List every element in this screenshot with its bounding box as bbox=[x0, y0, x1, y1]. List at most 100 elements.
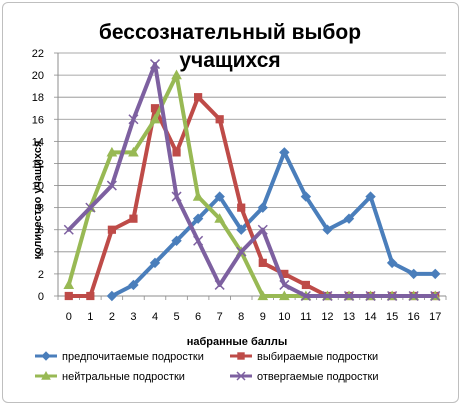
x-tick-label: 14 bbox=[364, 311, 376, 323]
chart-title-line2: учащихся bbox=[179, 49, 280, 72]
y-tick-label: 12 bbox=[32, 158, 44, 170]
x-axis-label: набранные баллы bbox=[187, 336, 288, 348]
series-line bbox=[109, 150, 438, 298]
x-tick-label: 2 bbox=[109, 311, 115, 323]
x-tick-label: 5 bbox=[173, 311, 179, 323]
y-tick-label: 8 bbox=[38, 203, 44, 215]
data-point bbox=[192, 191, 204, 201]
data-point bbox=[257, 202, 268, 213]
y-tick-label: 14 bbox=[32, 136, 44, 148]
data-point bbox=[430, 290, 441, 302]
data-point bbox=[236, 246, 247, 257]
data-point bbox=[301, 280, 310, 290]
data-point bbox=[63, 224, 74, 235]
legend-marker bbox=[237, 352, 245, 360]
series-line bbox=[66, 95, 438, 298]
chart-title-line1: бессознательный выбор bbox=[99, 21, 361, 44]
series-3 bbox=[63, 69, 441, 301]
data-point bbox=[408, 290, 419, 302]
x-tick-label: 4 bbox=[152, 311, 158, 323]
legend-label: предпочитаемые подростки bbox=[62, 351, 204, 363]
data-point bbox=[149, 257, 161, 269]
data-point bbox=[215, 115, 224, 124]
data-point bbox=[86, 291, 95, 301]
series-1 bbox=[106, 147, 441, 302]
data-point bbox=[194, 93, 203, 102]
data-point bbox=[430, 268, 441, 280]
data-point bbox=[171, 235, 182, 246]
x-tick-label: 8 bbox=[238, 311, 244, 323]
legend-entry: нейтральные подростки bbox=[35, 370, 185, 383]
data-point bbox=[214, 279, 225, 290]
x-tick-label: 10 bbox=[278, 311, 290, 323]
y-tick-label: 6 bbox=[38, 225, 44, 237]
data-point bbox=[128, 114, 139, 125]
data-point bbox=[192, 213, 204, 224]
legend-label: нейтральные подростки bbox=[62, 371, 185, 383]
legend-marker bbox=[41, 351, 51, 361]
x-tick-label: 7 bbox=[217, 311, 223, 323]
legend-entry: выбираемые подростки bbox=[230, 351, 378, 363]
y-tick-label: 20 bbox=[32, 70, 44, 82]
data-point bbox=[214, 213, 226, 223]
data-point bbox=[63, 279, 75, 290]
y-tick-label: 22 bbox=[32, 48, 44, 60]
x-tick-label: 15 bbox=[386, 311, 398, 323]
data-point bbox=[365, 290, 376, 302]
series-line bbox=[66, 62, 438, 298]
data-point bbox=[386, 257, 398, 269]
x-tick-label: 17 bbox=[429, 311, 441, 323]
data-point bbox=[106, 146, 118, 157]
x-tick-label: 12 bbox=[321, 311, 333, 323]
x-tick-label: 6 bbox=[195, 311, 201, 323]
legend-entry: отвергаемые подростки bbox=[230, 371, 379, 383]
data-point bbox=[279, 279, 290, 290]
y-tick-label: 18 bbox=[32, 92, 44, 104]
data-point bbox=[257, 224, 268, 235]
data-point bbox=[172, 148, 181, 157]
chart-frame bbox=[2, 2, 459, 403]
data-point bbox=[322, 290, 333, 302]
x-tick-label: 0 bbox=[66, 311, 72, 323]
data-point bbox=[149, 59, 161, 70]
data-point bbox=[128, 279, 139, 291]
data-point bbox=[279, 147, 290, 158]
data-point bbox=[387, 290, 398, 302]
x-tick-label: 16 bbox=[408, 311, 420, 323]
x-tick-label: 11 bbox=[300, 311, 311, 323]
data-point bbox=[107, 225, 116, 234]
data-point bbox=[258, 258, 267, 267]
legend-entry: предпочитаемые подростки bbox=[35, 351, 204, 363]
series-4 bbox=[63, 59, 441, 302]
data-point bbox=[408, 268, 419, 280]
series-layer bbox=[63, 59, 441, 302]
legend-label: отвергаемые подростки bbox=[257, 371, 379, 383]
data-point bbox=[129, 214, 138, 223]
legend-marker bbox=[236, 371, 246, 381]
data-point bbox=[237, 203, 246, 212]
legend: предпочитаемые подростки выбираемые подро… bbox=[35, 351, 379, 383]
data-point bbox=[106, 180, 117, 191]
data-point bbox=[257, 290, 269, 301]
x-tick-label: 13 bbox=[343, 311, 355, 323]
data-point bbox=[149, 113, 161, 124]
data-point bbox=[236, 224, 247, 235]
data-point bbox=[343, 213, 355, 224]
data-point bbox=[171, 191, 182, 202]
x-tick-label: 9 bbox=[260, 311, 266, 323]
data-point bbox=[171, 69, 182, 80]
x-tick-label: 3 bbox=[130, 311, 136, 323]
data-point bbox=[300, 290, 311, 302]
data-point bbox=[278, 290, 290, 301]
y-axis-label: количество учащихся bbox=[32, 141, 44, 260]
y-tick-label: 0 bbox=[38, 291, 44, 303]
data-point bbox=[214, 191, 225, 202]
data-point bbox=[106, 290, 118, 302]
legend-marker bbox=[41, 370, 51, 380]
data-point bbox=[365, 191, 376, 202]
data-point bbox=[85, 202, 96, 213]
y-tick-label: 10 bbox=[32, 181, 44, 193]
data-point bbox=[64, 291, 73, 301]
